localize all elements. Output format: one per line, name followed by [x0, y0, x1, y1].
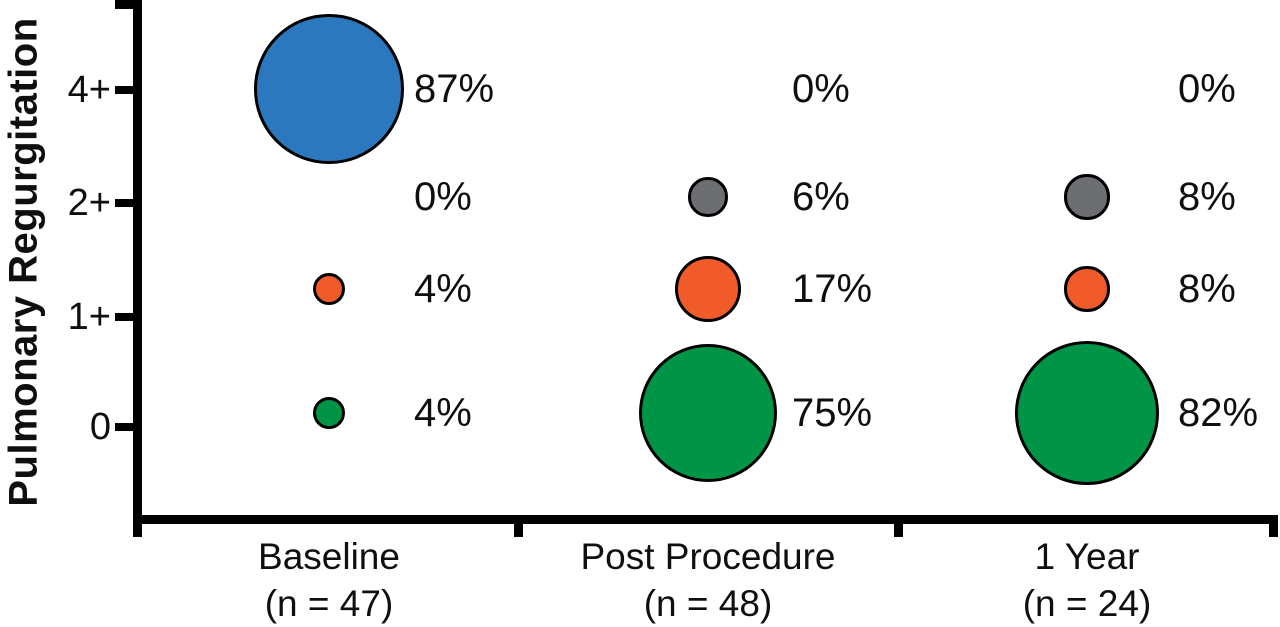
- bubble-1-year-pr-0: [1014, 340, 1160, 486]
- bubble-1-year-pr-2plus: [1064, 174, 1110, 220]
- x-category-baseline: Baseline (n = 47): [258, 533, 400, 627]
- bubble-baseline-pr-4plus: [254, 14, 404, 164]
- pct-label-post-procedure-pr-2plus: 6%: [792, 175, 850, 219]
- x-category-post-procedure: Post Procedure (n = 48): [580, 533, 835, 627]
- x-category-post-procedure-n: (n = 48): [643, 583, 773, 624]
- pct-label-post-procedure-pr-4plus: 0%: [792, 67, 850, 111]
- x-axis-line: [133, 515, 1278, 524]
- x-axis-separator-tick-1: [514, 524, 523, 537]
- y-tick-2plus: [115, 199, 142, 207]
- pct-label-post-procedure-pr-0: 75%: [792, 391, 873, 435]
- x-category-1-year: 1 Year (n = 24): [1023, 533, 1152, 627]
- y-tick-label-2plus: 2+: [67, 182, 111, 224]
- bubble-baseline-pr-1plus: [313, 273, 345, 305]
- y-tick-0: [115, 423, 142, 431]
- x-category-baseline-n: (n = 47): [264, 583, 394, 624]
- bubble-post-procedure-pr-0: [638, 343, 778, 483]
- pct-label-1-year-pr-1plus: 8%: [1178, 267, 1236, 311]
- pct-label-baseline-pr-1plus: 4%: [414, 267, 472, 311]
- y-tick-1plus: [115, 313, 142, 321]
- x-category-baseline-label: Baseline: [258, 536, 400, 577]
- x-category-1-year-label: 1 Year: [1034, 536, 1140, 577]
- x-axis-end-tick: [1269, 524, 1278, 537]
- pct-label-1-year-pr-2plus: 8%: [1178, 175, 1236, 219]
- y-axis-line: [133, 0, 142, 537]
- bubble-post-procedure-pr-1plus: [675, 256, 741, 322]
- bubble-post-procedure-pr-2plus: [688, 177, 728, 217]
- x-category-post-procedure-label: Post Procedure: [580, 536, 836, 577]
- bubble-baseline-pr-0: [313, 397, 345, 429]
- pct-label-baseline-pr-2plus: 0%: [414, 175, 472, 219]
- y-tick-label-1plus: 1+: [67, 296, 111, 338]
- x-category-1-year-n: (n = 24): [1022, 583, 1152, 624]
- y-tick-label-4plus: 4+: [67, 69, 111, 111]
- y-axis-top-cap-tick: [115, 0, 142, 9]
- y-tick-label-0: 0: [89, 406, 111, 448]
- bubble-1-year-pr-1plus: [1064, 266, 1110, 312]
- x-axis-separator-tick-2: [894, 524, 903, 537]
- pct-label-1-year-pr-4plus: 0%: [1178, 67, 1236, 111]
- pct-label-baseline-pr-0: 4%: [414, 391, 472, 435]
- pct-label-baseline-pr-4plus: 87%: [414, 67, 495, 111]
- pct-label-post-procedure-pr-1plus: 17%: [792, 267, 873, 311]
- pct-label-1-year-pr-0: 82%: [1178, 391, 1259, 435]
- y-tick-4plus: [115, 86, 142, 94]
